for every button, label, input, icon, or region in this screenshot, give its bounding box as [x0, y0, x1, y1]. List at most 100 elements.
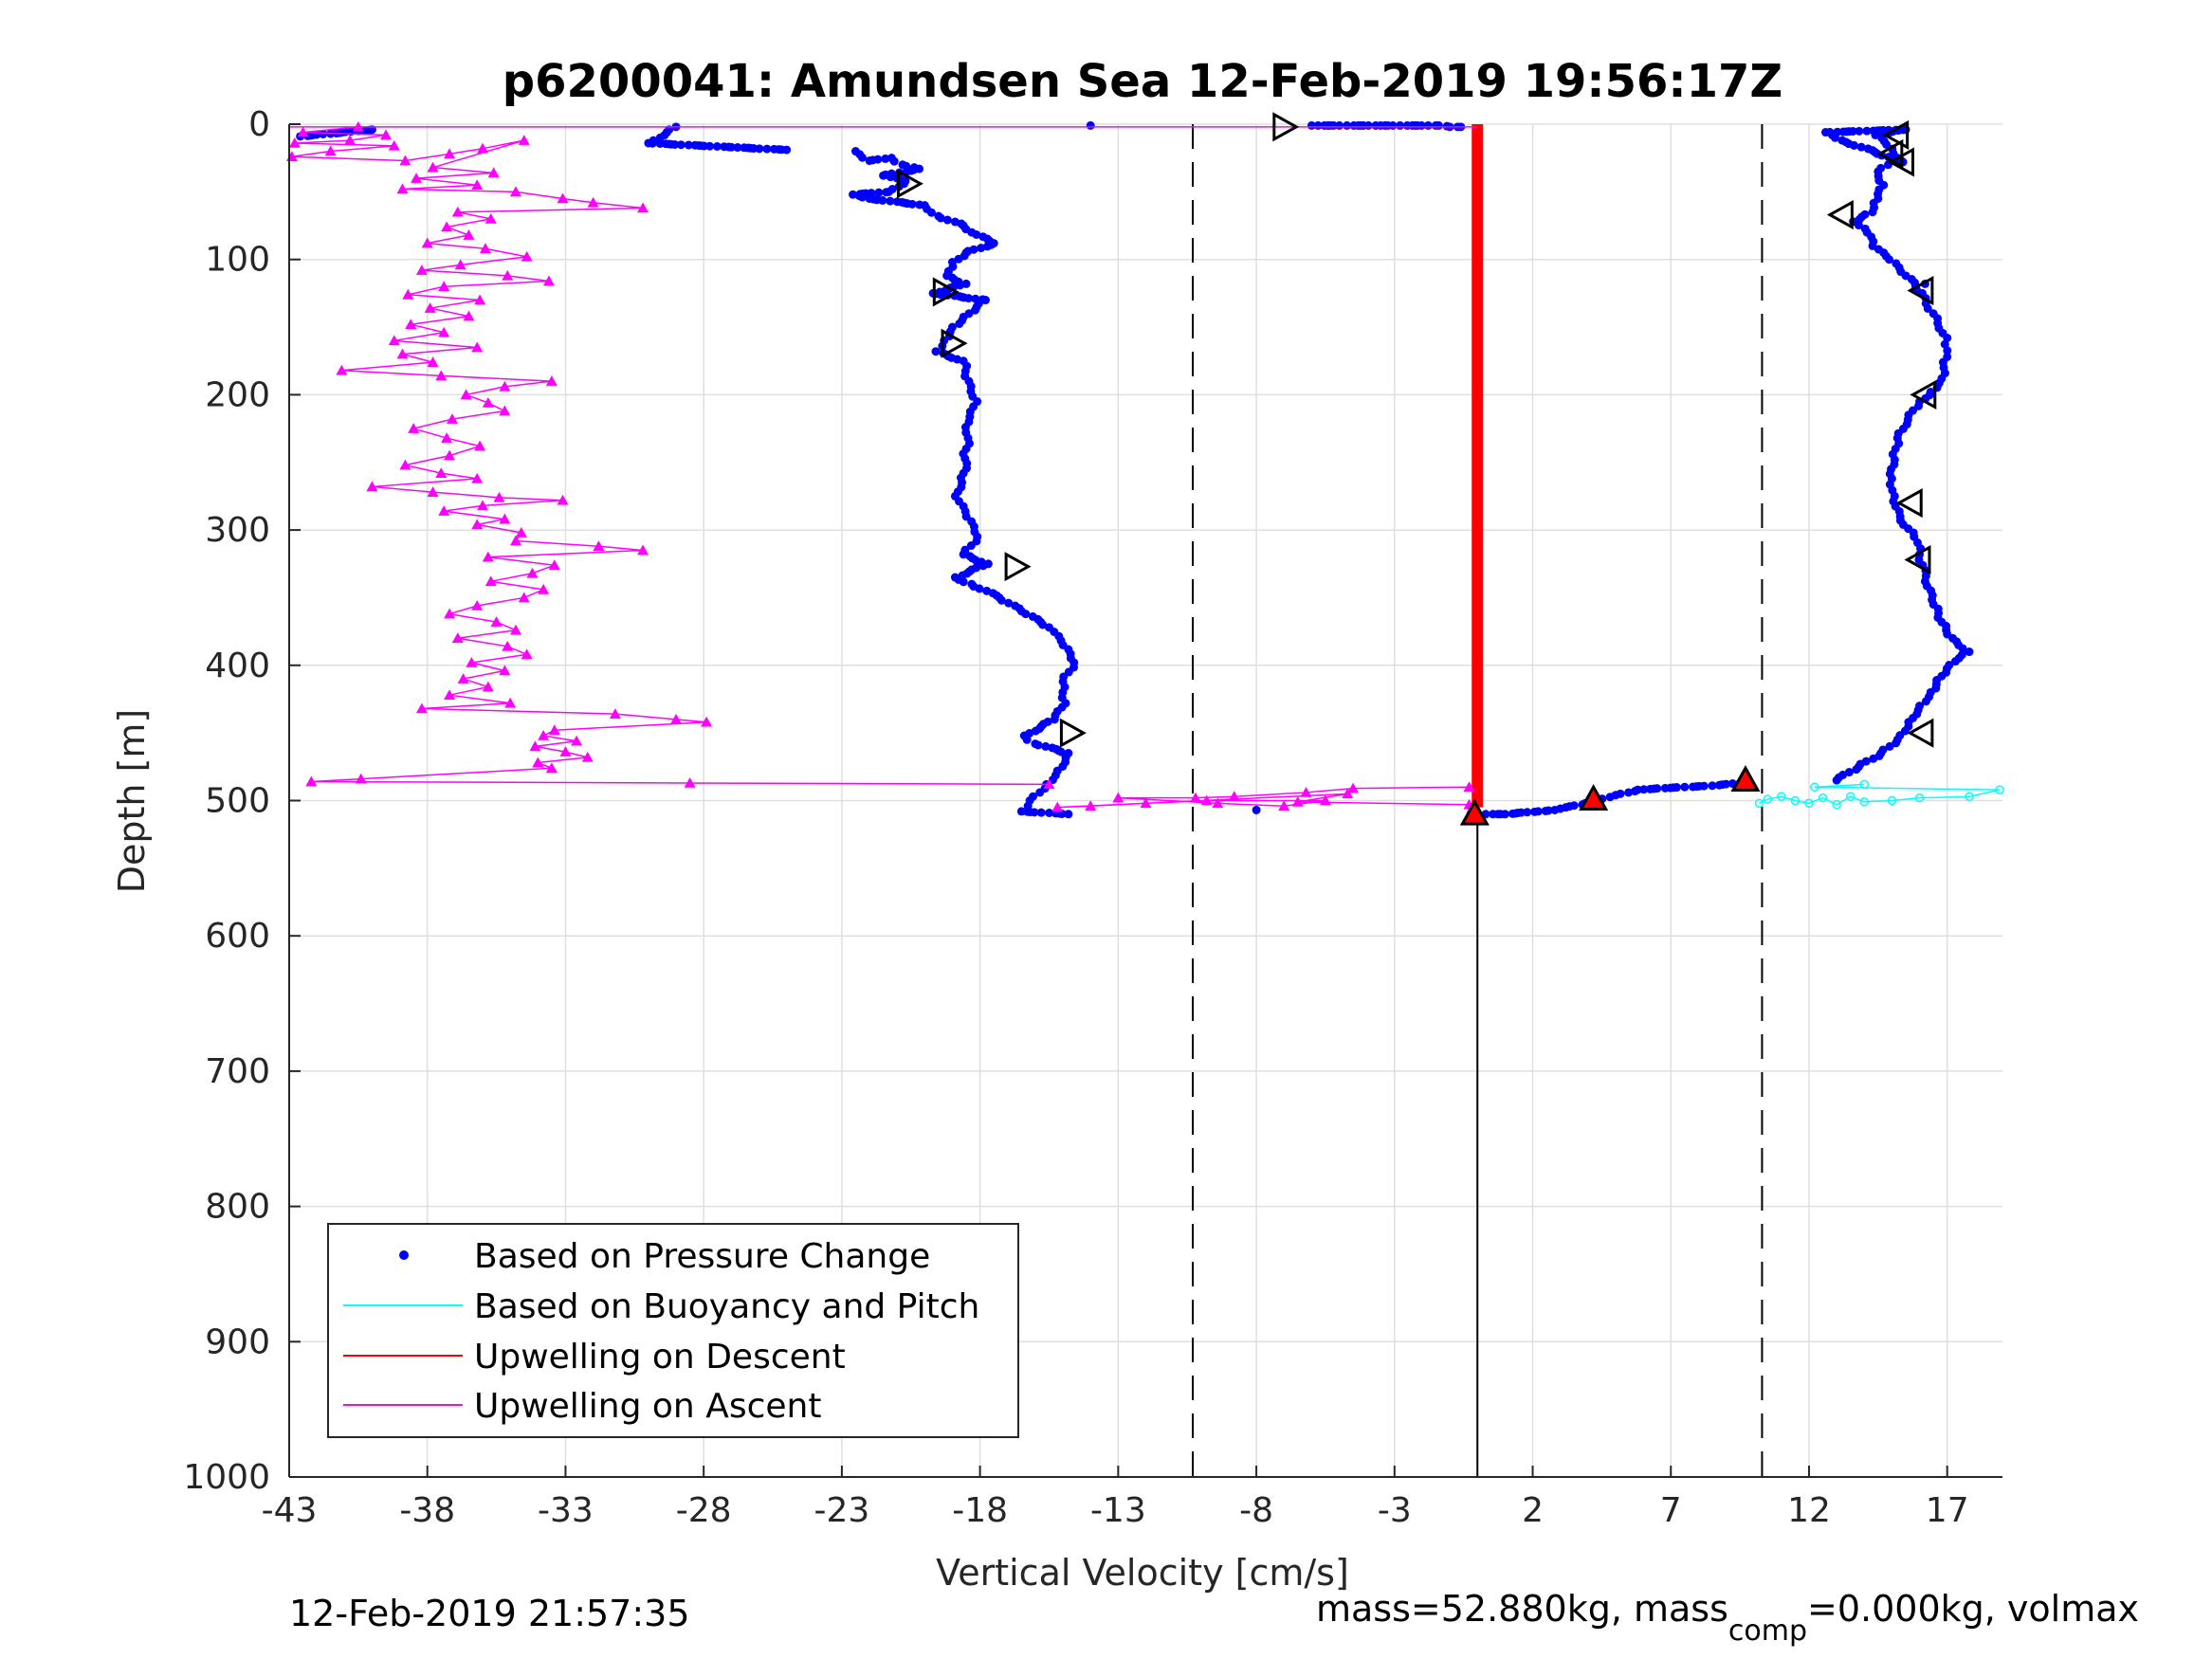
footer-timestamp: 12-Feb-2019 21:57:35: [289, 1593, 690, 1634]
ascent-upwelling-point: [1085, 800, 1097, 811]
pressure-change-point: [1874, 185, 1884, 194]
ascent-upwelling-point: [471, 472, 484, 483]
x-tick-label: -38: [399, 1491, 455, 1530]
pressure-change-point: [1838, 770, 1848, 779]
ascent-upwelling-point: [1319, 794, 1331, 806]
pressure-change-point: [1890, 460, 1899, 469]
ascent-upwelling-point: [545, 375, 558, 386]
buoyancy-pitch-point: [1859, 779, 1870, 790]
pressure-change-point: [1022, 735, 1032, 744]
pressure-change-point: [1945, 660, 1954, 669]
ascent-upwelling-point: [444, 449, 456, 461]
pressure-change-point: [1639, 785, 1649, 794]
pressure-change-point: [1624, 788, 1634, 797]
pressure-change-point: [1892, 259, 1901, 268]
ascent-upwelling-point: [421, 237, 433, 248]
pressure-change-point: [931, 347, 941, 356]
ascent-upwelling-point: [479, 243, 491, 254]
legend: Based on Pressure Change Based on Buoyan…: [327, 1223, 1019, 1438]
ascent-upwelling-point: [499, 380, 511, 392]
legend-entry-pressure: Based on Pressure Change: [474, 1237, 930, 1276]
pressure-change-point: [684, 140, 693, 150]
pressure-change-point: [1672, 783, 1681, 793]
pressure-change-point: [907, 199, 917, 209]
pressure-change-point: [1942, 621, 1951, 630]
footer-mass-info: mass=52.880kg, masscomp=0.000kg, volmax: [1316, 1588, 2139, 1648]
buoyancy-pitch-point: [1859, 797, 1870, 807]
ascent-upwelling-point: [593, 540, 605, 552]
pressure-change-point: [1907, 275, 1916, 284]
pressure-change-point: [1496, 810, 1506, 819]
pressure-change-point: [365, 125, 375, 135]
ascent-upwelling-point: [637, 202, 649, 213]
pressure-change-point: [1869, 198, 1878, 208]
y-tick-label: 900: [205, 1322, 270, 1361]
ascent-upwelling-point: [1347, 782, 1360, 793]
x-tick-label: 12: [1787, 1491, 1831, 1530]
ascent-upwelling-point: [581, 751, 594, 762]
ascent-upwelling-point: [1043, 778, 1055, 790]
pressure-change-point: [881, 154, 890, 163]
flag-triangle-marker: [1459, 798, 1490, 826]
ascent-upwelling-point: [438, 326, 450, 337]
x-tick-label: 17: [1926, 1491, 1969, 1530]
ascent-upwelling-point: [482, 551, 494, 562]
pressure-change-point: [1038, 620, 1048, 629]
ascent-upwelling-point: [441, 221, 453, 232]
ascent-upwelling-point: [499, 513, 511, 524]
pressure-change-point: [1523, 808, 1532, 817]
ascent-upwelling-point: [451, 206, 464, 217]
ascent-upwelling-point: [482, 396, 494, 408]
pressure-change-point: [1402, 120, 1412, 130]
legend-entry-buoyancy: Based on Buoyancy and Pitch: [474, 1287, 979, 1326]
pressure-change-point: [1041, 741, 1051, 751]
ascent-direction-marker: [1895, 488, 1923, 519]
x-axis-label: Vertical Velocity [cm/s]: [936, 1552, 1349, 1594]
descent-direction-marker: [941, 328, 968, 358]
pressure-change-point: [1932, 675, 1942, 684]
descent-direction-marker: [896, 169, 923, 199]
pressure-change-point: [1855, 126, 1864, 136]
pressure-change-point: [943, 266, 953, 276]
ascent-upwelling-point: [408, 423, 420, 433]
descent-direction-marker: [1059, 718, 1087, 748]
ascent-upwelling-point: [471, 519, 484, 530]
buoyancy-pitch-point: [1763, 794, 1773, 804]
ascent-upwelling-point: [415, 264, 428, 275]
pressure-change-point: [1909, 406, 1918, 415]
pressure-change-point: [1867, 232, 1876, 242]
ascent-upwelling-point: [532, 757, 544, 768]
pressure-change-point: [1860, 224, 1870, 233]
pressure-change-point: [755, 144, 764, 154]
pressure-change-point: [1056, 636, 1066, 646]
y-axis-label: Depth [m]: [111, 709, 153, 894]
ascent-upwelling-point: [1140, 797, 1152, 809]
ascent-upwelling-point: [444, 689, 456, 700]
pressure-change-point: [926, 208, 936, 217]
pressure-change-point: [1885, 480, 1894, 489]
ascent-upwelling-point: [509, 624, 521, 635]
pressure-change-point: [1860, 210, 1870, 219]
ascent-upwelling-point: [545, 762, 558, 774]
x-tick-label: -28: [676, 1491, 732, 1530]
ascent-upwelling-point: [474, 440, 486, 451]
ascent-upwelling-point: [538, 730, 550, 740]
pressure-change-point: [1530, 807, 1540, 816]
pressure-change-point: [968, 392, 978, 401]
pressure-change-point: [733, 143, 742, 153]
x-tick-label: -3: [1378, 1491, 1412, 1530]
buoyancy-pitch-point: [1790, 795, 1801, 806]
legend-swatch-pressure: [399, 1250, 409, 1260]
ascent-upwelling-point: [288, 137, 301, 148]
ascent-upwelling-point: [529, 740, 541, 752]
flag-triangle-marker: [1579, 783, 1609, 811]
ascent-upwelling-point: [526, 567, 539, 578]
pressure-change-point: [1708, 781, 1717, 791]
ascent-upwelling-point: [380, 129, 393, 140]
ascent-upwelling-point: [355, 773, 367, 784]
x-tick-label: -43: [262, 1491, 318, 1530]
legend-box: [327, 1223, 1019, 1438]
ascent-upwelling-point: [441, 432, 453, 443]
pressure-change-point: [1058, 761, 1068, 771]
